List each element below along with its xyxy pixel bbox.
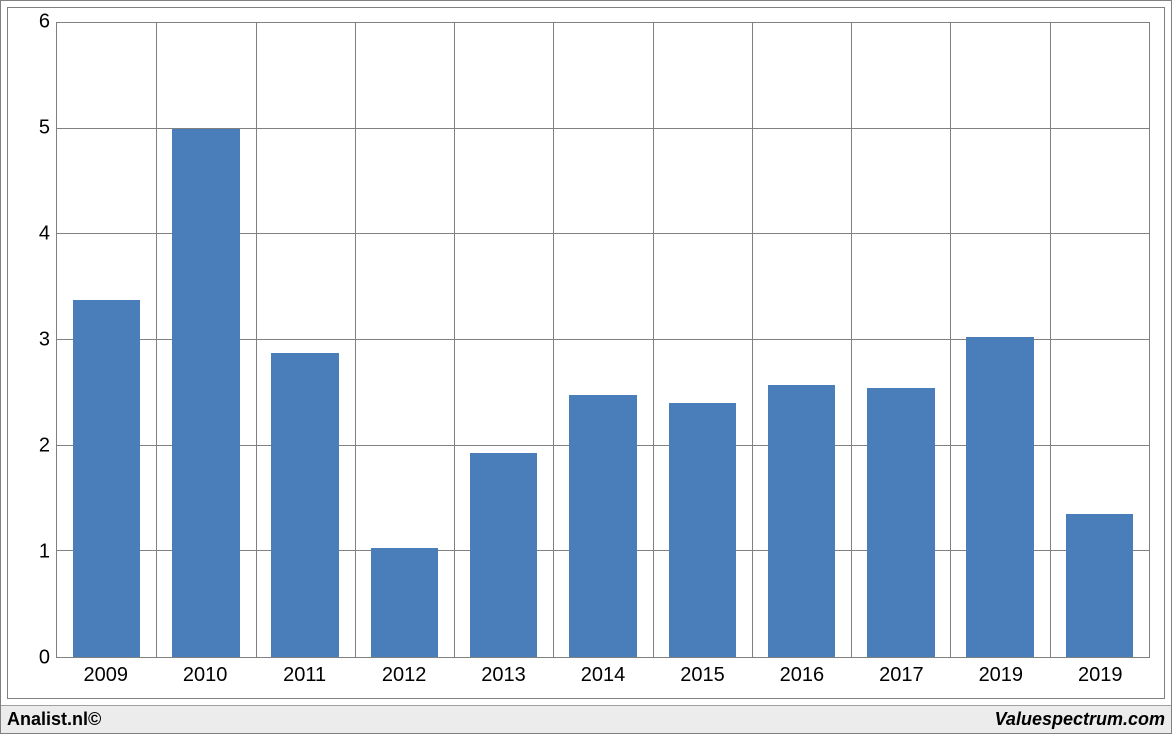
bar bbox=[1066, 514, 1134, 657]
bar bbox=[867, 388, 935, 657]
x-tick-label: 2013 bbox=[481, 664, 526, 687]
y-tick-label: 2 bbox=[10, 435, 50, 458]
bar bbox=[966, 337, 1034, 657]
x-tick-label: 2015 bbox=[680, 664, 725, 687]
bar bbox=[669, 403, 737, 657]
x-tick-label: 2016 bbox=[780, 664, 825, 687]
y-tick-label: 4 bbox=[10, 223, 50, 246]
y-tick-label: 3 bbox=[10, 329, 50, 352]
bar bbox=[172, 129, 240, 657]
bar bbox=[470, 453, 538, 657]
bar bbox=[569, 395, 637, 657]
x-tick-label: 2014 bbox=[581, 664, 626, 687]
chart-frame: 0 1 2 3 4 5 6 2009 2010 2011 2012 2013 2014 2015 2016… bbox=[7, 7, 1165, 699]
x-tick-label: 2010 bbox=[183, 664, 228, 687]
y-tick-label: 6 bbox=[10, 11, 50, 34]
gridline-v bbox=[553, 23, 554, 657]
footer-bar: Analist.nl© Valuespectrum.com bbox=[1, 705, 1171, 733]
plot-area bbox=[56, 22, 1150, 658]
bar bbox=[371, 548, 439, 657]
gridline-v bbox=[156, 23, 157, 657]
footer-right-text: Valuespectrum.com bbox=[995, 709, 1165, 730]
gridline-v bbox=[256, 23, 257, 657]
x-tick-label: 2019 bbox=[1078, 664, 1123, 687]
gridline-v bbox=[355, 23, 356, 657]
bar bbox=[768, 385, 836, 657]
gridline-v bbox=[752, 23, 753, 657]
gridline-v bbox=[950, 23, 951, 657]
y-axis: 0123456 bbox=[8, 22, 50, 658]
gridline-v bbox=[1050, 23, 1051, 657]
gridline-v bbox=[653, 23, 654, 657]
bar bbox=[73, 300, 141, 657]
y-tick-label: 1 bbox=[10, 541, 50, 564]
footer-left-text: Analist.nl© bbox=[7, 709, 101, 730]
x-tick-label: 2009 bbox=[83, 664, 128, 687]
gridline-v bbox=[851, 23, 852, 657]
x-axis: 2009 2010 2011 2012 2013 2014 2015 2016 2017 2019… bbox=[56, 664, 1150, 698]
y-tick-label: 5 bbox=[10, 117, 50, 140]
bar bbox=[271, 353, 339, 657]
x-tick-label: 2019 bbox=[979, 664, 1024, 687]
x-tick-label: 2011 bbox=[283, 664, 326, 687]
y-tick-label: 0 bbox=[10, 647, 50, 670]
x-tick-label: 2017 bbox=[879, 664, 924, 687]
chart-outer-frame: 0 1 2 3 4 5 6 2009 2010 2011 2012 2013 2014 2015 2016… bbox=[0, 0, 1172, 734]
x-tick-label: 2012 bbox=[382, 664, 427, 687]
gridline-v bbox=[454, 23, 455, 657]
